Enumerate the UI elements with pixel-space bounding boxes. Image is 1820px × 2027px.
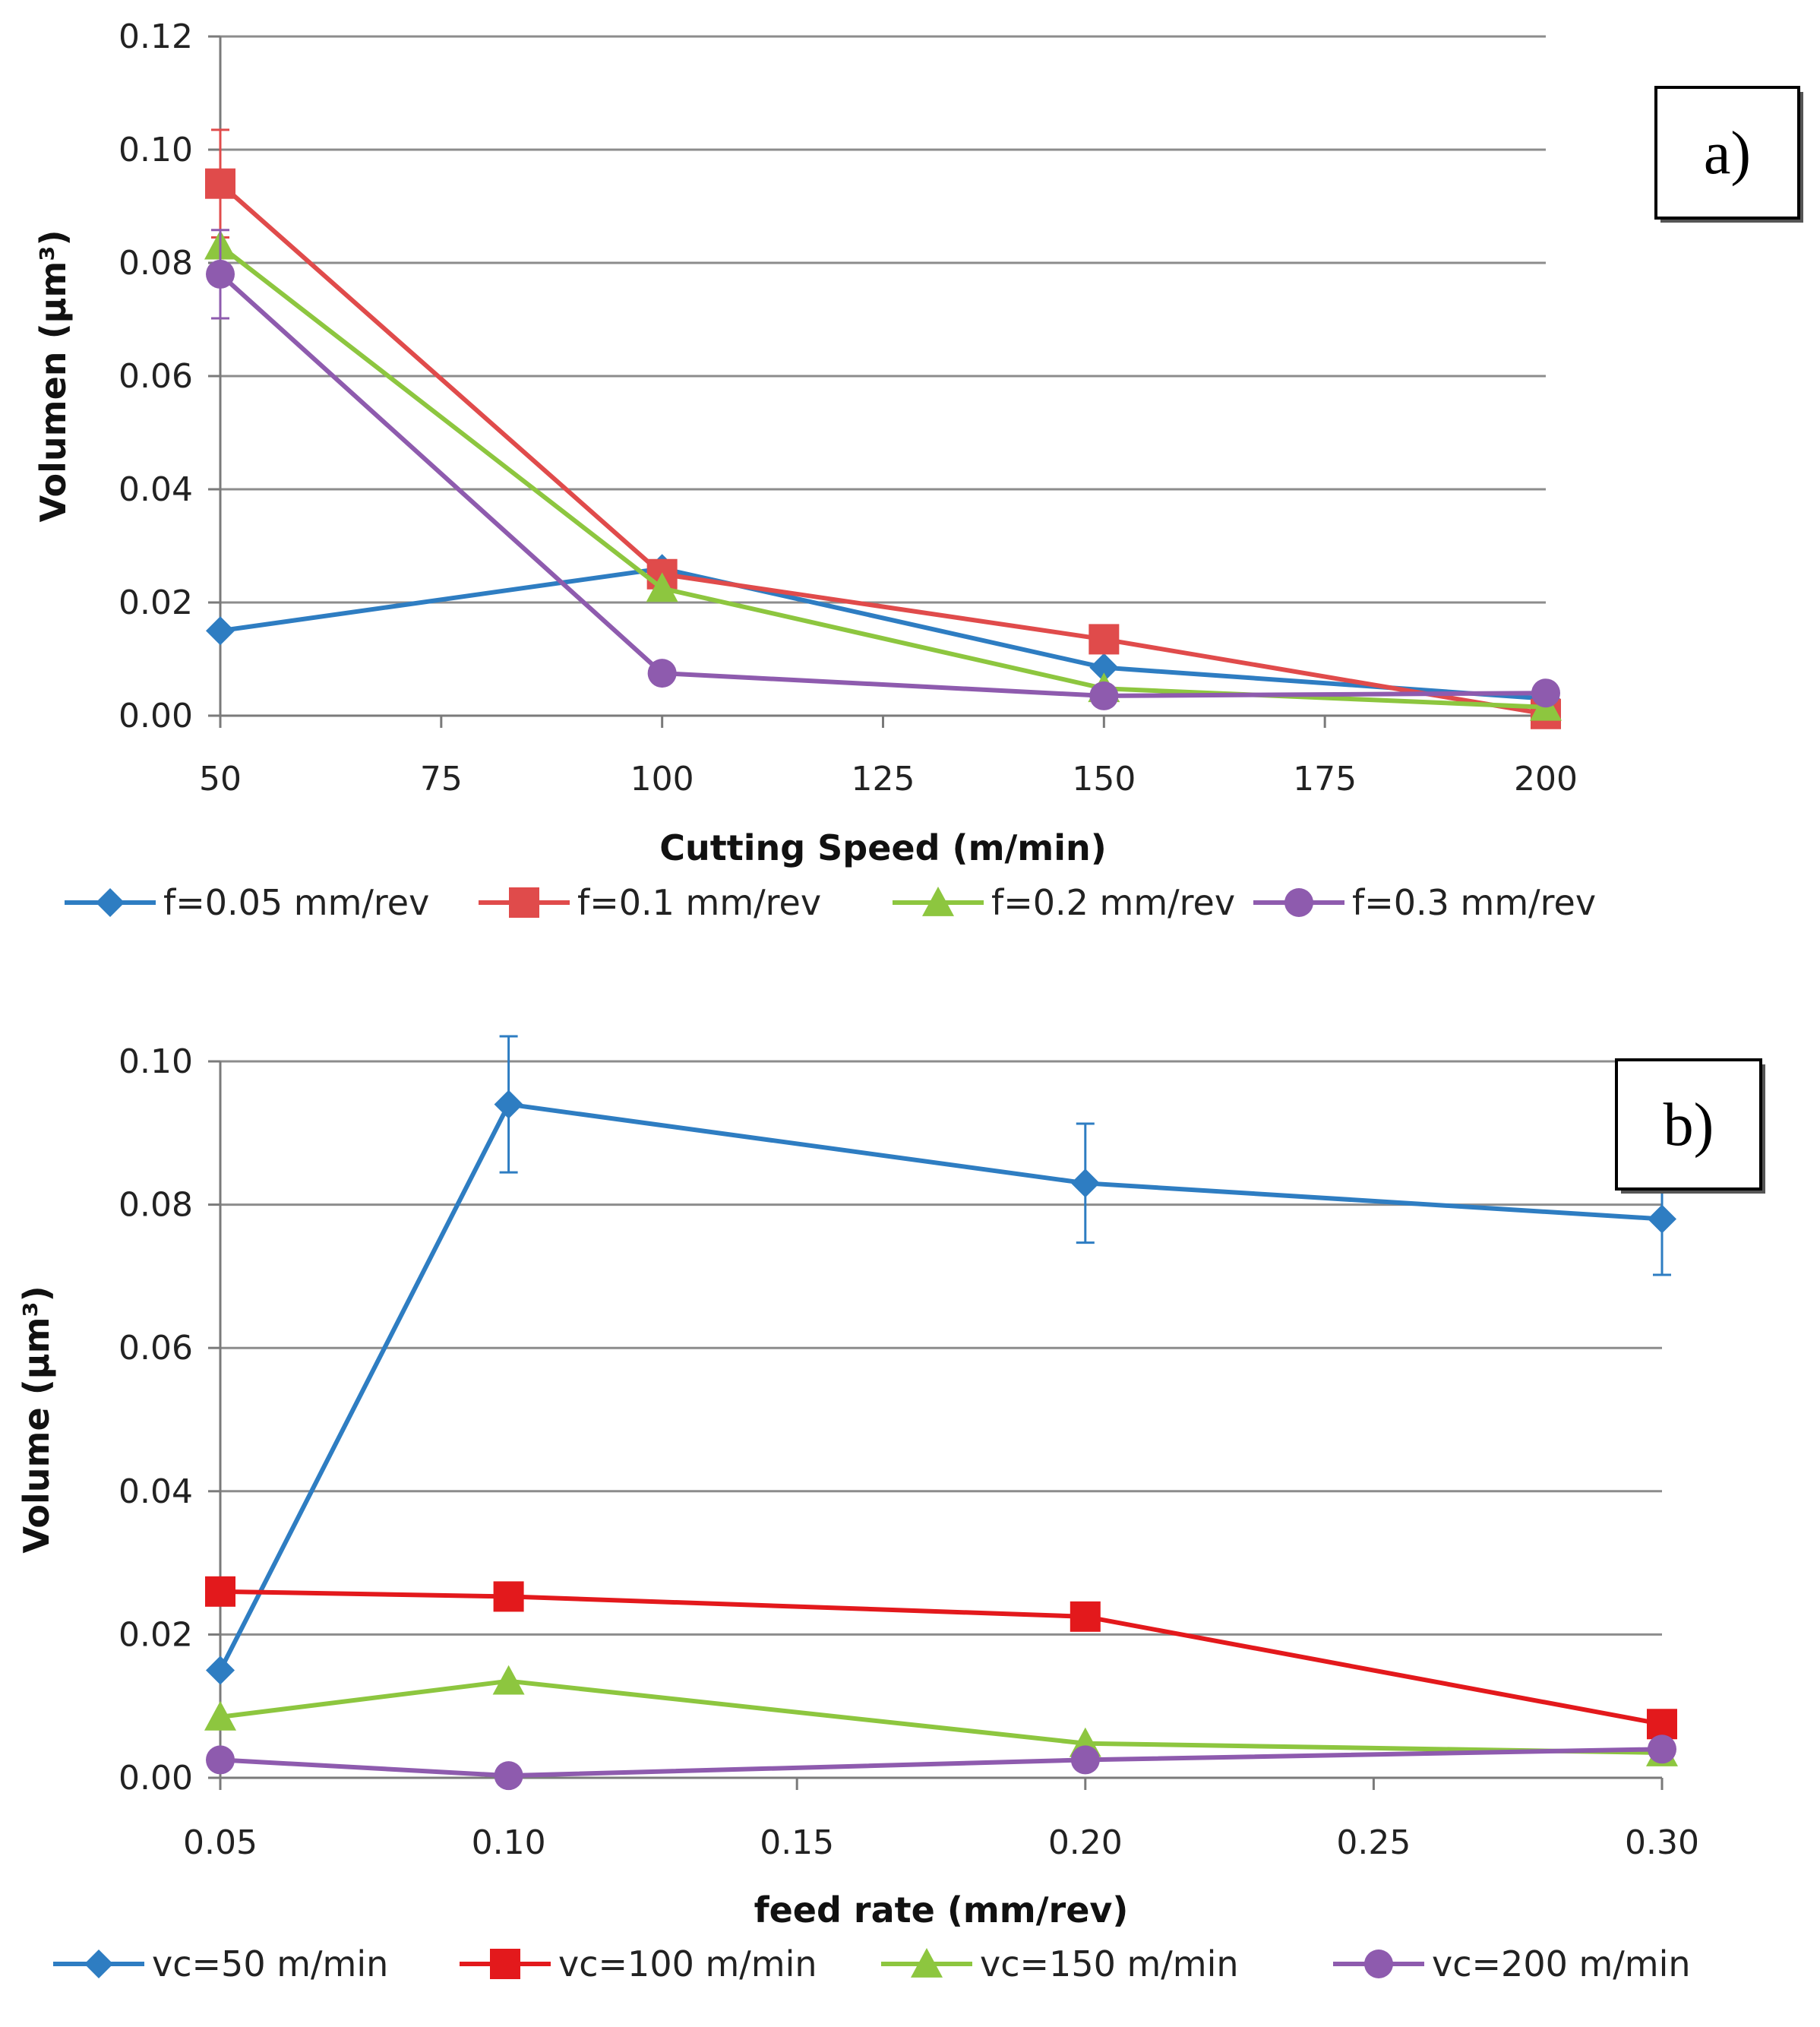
data-point-3-3 — [1531, 678, 1560, 708]
x-tick-label: 100 — [630, 760, 694, 798]
legend-label-3: f=0.3 mm/rev — [1352, 882, 1596, 923]
panel-label: a) — [1704, 120, 1751, 187]
data-point-1-0 — [205, 168, 235, 199]
series-line-3 — [220, 1747, 1663, 1779]
data-point-1-1 — [493, 1581, 524, 1612]
legend-label-1: vc=100 m/min — [558, 1943, 817, 1984]
panel-label: b) — [1664, 1092, 1714, 1159]
x-tick-label: 75 — [420, 760, 463, 798]
y-axis-title: Volumen (µm³) — [33, 229, 74, 522]
data-point-0-3 — [1648, 1204, 1676, 1234]
y-tick-label: 0.06 — [118, 1329, 193, 1368]
data-point-2-1 — [492, 1665, 525, 1695]
y-tick-label: 0.08 — [118, 1186, 193, 1225]
series-line-3 — [218, 272, 1547, 698]
legend-marker-2 — [922, 887, 954, 916]
y-tick-label: 0.06 — [118, 357, 193, 396]
y-tick-label: 0.08 — [118, 244, 193, 283]
chart-a: 0.00 0.02 0.04 0.06 0.08 0.10 0.12 50 75 100 125 15… — [33, 17, 1803, 923]
legend-label-2: vc=150 m/min — [980, 1943, 1239, 1984]
data-point-3-0 — [206, 259, 235, 289]
y-tick-label: 0.10 — [118, 1042, 193, 1081]
x-tick-label: 125 — [852, 760, 915, 798]
legend-marker-1 — [509, 887, 539, 918]
y-tick-label: 0.00 — [118, 1759, 193, 1798]
x-tick-label: 0.05 — [183, 1823, 258, 1862]
x-tick-label: 0.20 — [1048, 1823, 1123, 1862]
legend-marker-2 — [911, 1948, 943, 1978]
data-point-3-2 — [1089, 681, 1119, 710]
series-line-1 — [219, 182, 1547, 716]
panel-label-box — [1615, 1058, 1762, 1191]
legend-marker-1 — [490, 1949, 520, 1979]
legend-label-0: f=0.05 mm/rev — [163, 882, 429, 923]
x-tick-label: 0.10 — [472, 1823, 546, 1862]
y-tick-label: 0.00 — [118, 697, 193, 735]
legend-label-2: f=0.2 mm/rev — [991, 882, 1235, 923]
x-axis-title: Cutting Speed (m/min) — [659, 827, 1107, 868]
data-point-2-1 — [646, 572, 678, 602]
data-point-1-3 — [1647, 1709, 1677, 1740]
x-tick-label: 200 — [1514, 760, 1578, 798]
data-point-0-2 — [1089, 653, 1119, 682]
y-tick-label: 0.12 — [118, 17, 193, 56]
data-point-0-0 — [206, 1655, 235, 1685]
y-tick-label: 0.02 — [118, 1615, 193, 1654]
x-tick-label: 150 — [1072, 760, 1136, 798]
data-point-1-2 — [1070, 1601, 1101, 1632]
legend-marker-3 — [1364, 1950, 1393, 1978]
y-tick-label: 0.04 — [118, 1472, 193, 1511]
data-point-0-1 — [494, 1089, 523, 1119]
y-axis-title: Volume (µm³) — [16, 1285, 57, 1553]
series-line-0 — [220, 566, 1547, 701]
data-point-3-0 — [206, 1745, 235, 1775]
x-tick-label: 0.30 — [1625, 1823, 1699, 1862]
x-tick-label: 175 — [1293, 760, 1357, 798]
legend-label-3: vc=200 m/min — [1432, 1943, 1691, 1984]
data-point-1-0 — [205, 1576, 235, 1607]
series-line-2 — [219, 244, 1547, 710]
x-tick-label: 0.15 — [760, 1823, 834, 1862]
legend-marker-0 — [96, 888, 125, 917]
data-point-3-3 — [1648, 1734, 1676, 1764]
data-point-3-1 — [494, 1761, 523, 1791]
series-line-0 — [218, 1102, 1663, 1671]
y-tick-label: 0.02 — [118, 583, 193, 622]
panel-label-box — [1654, 86, 1800, 220]
data-point-0-2 — [1070, 1168, 1100, 1198]
data-point-2-0 — [204, 1700, 236, 1731]
data-point-3-2 — [1070, 1745, 1100, 1775]
chart-b: 0.00 0.02 0.04 0.06 0.08 0.10 0.05 0.10 0.15 0.20… — [16, 1035, 1765, 1984]
data-point-1-2 — [1089, 624, 1120, 655]
legend-label-1: f=0.1 mm/rev — [577, 882, 821, 923]
x-tick-label: 50 — [199, 760, 242, 798]
x-axis-title: feed rate (mm/rev) — [754, 1889, 1129, 1931]
data-point-3-1 — [647, 659, 677, 688]
legend-marker-3 — [1284, 888, 1313, 917]
legend-marker-0 — [84, 1950, 113, 1978]
x-tick-label: 0.25 — [1336, 1823, 1411, 1862]
y-tick-label: 0.10 — [118, 131, 193, 169]
y-tick-label: 0.04 — [118, 470, 193, 509]
series-line-2 — [220, 1678, 1663, 1755]
legend-label-0: vc=50 m/min — [152, 1943, 388, 1984]
series-line-1 — [220, 1589, 1663, 1727]
data-point-0-0 — [206, 616, 235, 646]
